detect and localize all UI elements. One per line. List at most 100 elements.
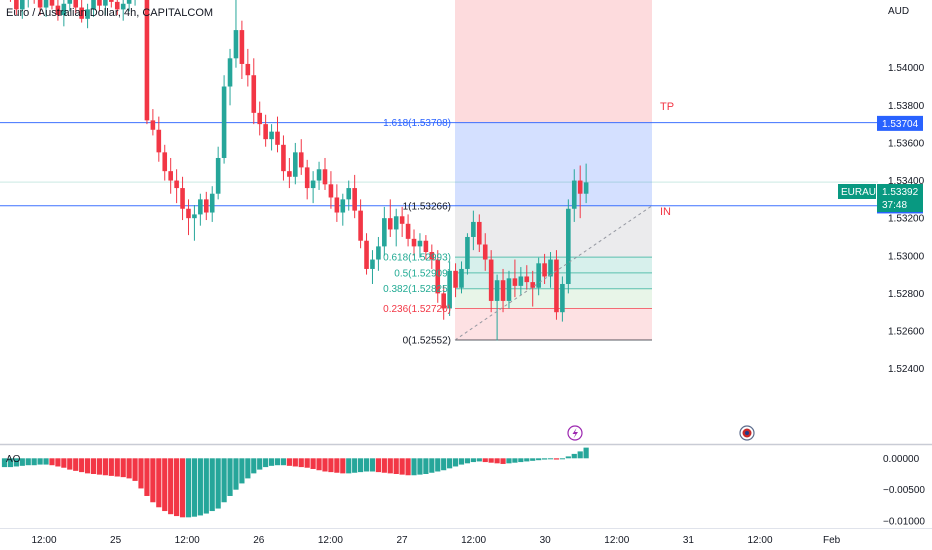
time-axis-tick: 12:00 [604, 535, 629, 546]
tp-price-tag [877, 115, 923, 131]
candle-body [97, 0, 102, 6]
candle-body [79, 7, 84, 19]
ao-bar [571, 453, 577, 459]
candle-body [536, 263, 541, 288]
ao-bar [458, 458, 465, 465]
ao-bar [399, 458, 405, 475]
fib-level-label: 1(1.53266) [403, 201, 451, 212]
awesome-oscillator-histogram [1, 447, 589, 518]
candle-body [85, 9, 90, 19]
candle-body [316, 169, 322, 181]
ao-bar [334, 458, 340, 473]
candle-body [358, 210, 363, 241]
price-axis-tick: 1.53200 [888, 214, 925, 225]
ao-bar [488, 458, 494, 463]
ao-bar [530, 458, 536, 461]
ao-bar [363, 458, 370, 472]
fib-level-label: 0(1.52552) [403, 336, 451, 347]
ao-bar [79, 458, 85, 473]
fib-zone-grey [455, 205, 652, 258]
ao-bar [393, 458, 399, 474]
ao-axis-tick: −0.00500 [883, 485, 925, 496]
ao-bar [358, 458, 364, 473]
ao-bar [43, 458, 49, 465]
ao-bar [126, 458, 132, 479]
candle-body [417, 240, 423, 247]
price-axis-tick: 1.53800 [888, 101, 925, 112]
ao-bar [174, 458, 180, 517]
ao-bar [346, 458, 352, 474]
ao-bar [84, 458, 91, 474]
candle-body [370, 259, 375, 269]
candle-body [304, 167, 310, 189]
ao-bar [447, 458, 453, 469]
ao-bar [541, 458, 548, 460]
candle-body [91, 0, 96, 10]
ao-bar [108, 458, 114, 476]
ao-bar [494, 458, 500, 464]
candle-body [542, 263, 547, 277]
candle-body [322, 169, 328, 185]
ao-bar [197, 458, 203, 516]
currency-label: AUD [888, 6, 909, 17]
ao-bar [25, 458, 31, 466]
tp-label: TP [660, 101, 674, 113]
position-target-zone [455, 122, 652, 206]
candle-body [530, 282, 536, 288]
candle-body [263, 124, 268, 140]
time-axis-tick: 25 [110, 535, 122, 546]
candle-body [453, 270, 458, 288]
ao-bar [536, 458, 542, 461]
candle-body [352, 188, 357, 211]
candle-body [423, 240, 429, 253]
price-axis-tick: 1.54000 [888, 63, 925, 74]
ao-axis-tick: −0.01000 [883, 517, 925, 528]
candle-body [186, 208, 191, 219]
candle-body [477, 221, 482, 245]
candle-body [399, 216, 405, 224]
candle-body [334, 197, 340, 213]
ao-bar [233, 458, 239, 490]
bar-countdown: 37:48 [882, 200, 907, 211]
ao-bar [144, 458, 150, 496]
ao-bar [274, 458, 281, 466]
fib-level-label: 0.5(1.52909) [394, 268, 451, 279]
candle-body [518, 276, 524, 286]
ao-bar [500, 458, 506, 464]
ao-bar [464, 458, 471, 464]
ao-bar [482, 458, 488, 463]
candle-body [251, 75, 257, 113]
candle-body [14, 0, 19, 10]
ao-bar [132, 458, 138, 481]
ao-bar [577, 451, 583, 459]
ao-bar [559, 458, 565, 460]
ao-bar [37, 458, 43, 465]
candle-body [571, 180, 577, 209]
candle-body [459, 268, 464, 288]
ao-bar [512, 458, 518, 463]
symbol-name: EURAUD [841, 187, 883, 198]
ao-bar [185, 458, 192, 518]
economic-event-flag-icon[interactable] [739, 425, 755, 441]
ao-bar [381, 458, 387, 473]
time-axis-tick: 30 [540, 535, 552, 546]
fib-level-label: 0.236(1.52720) [383, 304, 451, 315]
ao-bar [417, 458, 423, 475]
in-label: IN [660, 206, 671, 218]
candle-body [168, 171, 173, 181]
ao-bar [221, 458, 227, 503]
ao-bar [61, 458, 67, 468]
ao-bar [435, 458, 441, 472]
candle-body [328, 184, 334, 198]
time-axis-tick: 27 [396, 535, 408, 546]
price-axis-tick: 1.52600 [888, 327, 925, 338]
candle-body [233, 30, 239, 59]
lightning-event-icon[interactable] [567, 425, 583, 441]
ao-bar [251, 458, 257, 474]
candle-body [126, 0, 132, 4]
ao-bar [292, 458, 298, 467]
ao-bar [55, 458, 61, 467]
ao-bar [96, 458, 103, 475]
ao-bar [162, 458, 168, 512]
